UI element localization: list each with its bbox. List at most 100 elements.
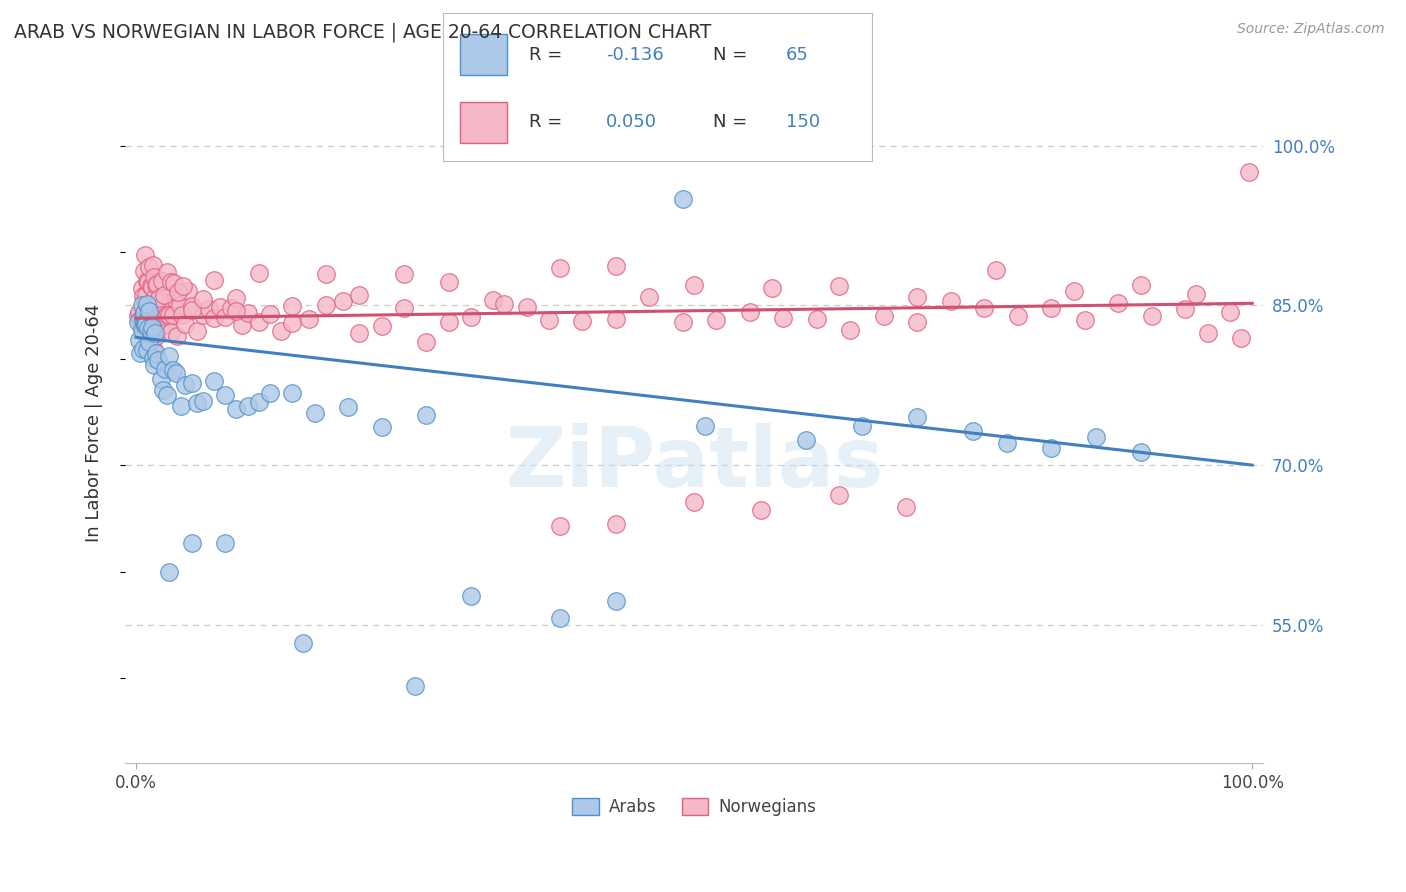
Point bbox=[761, 280, 783, 294]
Point bbox=[214, 388, 236, 402]
Point bbox=[159, 275, 181, 289]
Point bbox=[163, 276, 186, 290]
Point bbox=[605, 312, 627, 326]
Point bbox=[270, 324, 292, 338]
Point bbox=[437, 276, 460, 290]
Point bbox=[208, 301, 231, 315]
Point bbox=[153, 288, 176, 302]
Point bbox=[143, 326, 166, 341]
Point bbox=[1074, 313, 1097, 327]
Point bbox=[139, 324, 162, 338]
Point bbox=[143, 290, 166, 304]
Point bbox=[247, 315, 270, 329]
Point bbox=[136, 334, 159, 348]
Point bbox=[159, 308, 181, 322]
Point bbox=[148, 291, 170, 305]
Point bbox=[548, 519, 571, 533]
Point bbox=[134, 308, 156, 322]
Point bbox=[155, 310, 177, 325]
Point bbox=[139, 305, 162, 319]
Point bbox=[225, 304, 247, 318]
Point bbox=[136, 275, 159, 289]
Point bbox=[134, 302, 156, 317]
Point bbox=[131, 311, 153, 326]
Point bbox=[131, 323, 153, 337]
Point bbox=[605, 594, 627, 608]
Point bbox=[138, 303, 160, 318]
Point bbox=[135, 321, 157, 335]
Point bbox=[132, 264, 155, 278]
Point bbox=[191, 394, 214, 409]
Point bbox=[166, 328, 188, 343]
Point bbox=[1230, 331, 1253, 345]
Point bbox=[148, 319, 170, 334]
Point bbox=[136, 275, 159, 289]
Point bbox=[332, 294, 354, 309]
Point bbox=[672, 314, 695, 328]
Point bbox=[142, 270, 165, 285]
Point bbox=[1063, 284, 1085, 298]
Point bbox=[695, 418, 717, 433]
Point bbox=[905, 315, 928, 329]
Point bbox=[131, 298, 153, 312]
Point bbox=[281, 386, 304, 401]
Point bbox=[197, 301, 219, 316]
Point bbox=[571, 314, 593, 328]
Point bbox=[138, 260, 160, 275]
Text: Source: ZipAtlas.com: Source: ZipAtlas.com bbox=[1237, 22, 1385, 37]
Point bbox=[142, 310, 165, 324]
Point bbox=[202, 272, 225, 286]
Point bbox=[1129, 445, 1152, 459]
Point bbox=[131, 342, 153, 356]
Point bbox=[995, 436, 1018, 450]
Text: 65: 65 bbox=[786, 45, 808, 63]
Point bbox=[153, 317, 176, 331]
Point bbox=[202, 311, 225, 326]
Text: N =: N = bbox=[713, 113, 754, 131]
Point bbox=[415, 409, 437, 423]
Text: 0.050: 0.050 bbox=[606, 113, 657, 131]
Point bbox=[772, 310, 794, 325]
Point bbox=[605, 259, 627, 273]
Point bbox=[939, 294, 962, 309]
Point bbox=[142, 316, 165, 330]
Point bbox=[1197, 326, 1219, 340]
Point bbox=[225, 291, 247, 305]
Point bbox=[132, 292, 155, 306]
Point bbox=[828, 488, 851, 502]
Point bbox=[162, 362, 184, 376]
Point bbox=[145, 345, 167, 359]
Point bbox=[973, 301, 995, 315]
Point bbox=[281, 317, 304, 331]
Point bbox=[292, 636, 315, 650]
Point bbox=[141, 311, 163, 326]
Point bbox=[828, 279, 851, 293]
Point bbox=[370, 319, 392, 334]
Text: -0.136: -0.136 bbox=[606, 45, 664, 63]
Point bbox=[141, 279, 163, 293]
Point bbox=[148, 352, 170, 367]
Point bbox=[259, 308, 281, 322]
Point bbox=[186, 325, 208, 339]
Point bbox=[905, 290, 928, 304]
Point bbox=[896, 500, 918, 515]
Point bbox=[142, 358, 165, 372]
Point bbox=[638, 290, 661, 304]
Point bbox=[905, 410, 928, 425]
Point bbox=[165, 292, 187, 306]
Point bbox=[131, 281, 153, 295]
Point bbox=[134, 318, 156, 332]
Point bbox=[247, 395, 270, 409]
Point bbox=[136, 333, 159, 347]
Point bbox=[460, 589, 482, 603]
Point bbox=[159, 565, 181, 579]
Point bbox=[139, 279, 162, 293]
Legend: Arabs, Norwegians: Arabs, Norwegians bbox=[565, 791, 823, 823]
Point bbox=[135, 300, 157, 314]
Point bbox=[415, 334, 437, 349]
Point bbox=[304, 406, 326, 420]
Point bbox=[159, 325, 181, 339]
Point bbox=[136, 326, 159, 340]
Point bbox=[136, 326, 159, 341]
Point bbox=[146, 315, 169, 329]
